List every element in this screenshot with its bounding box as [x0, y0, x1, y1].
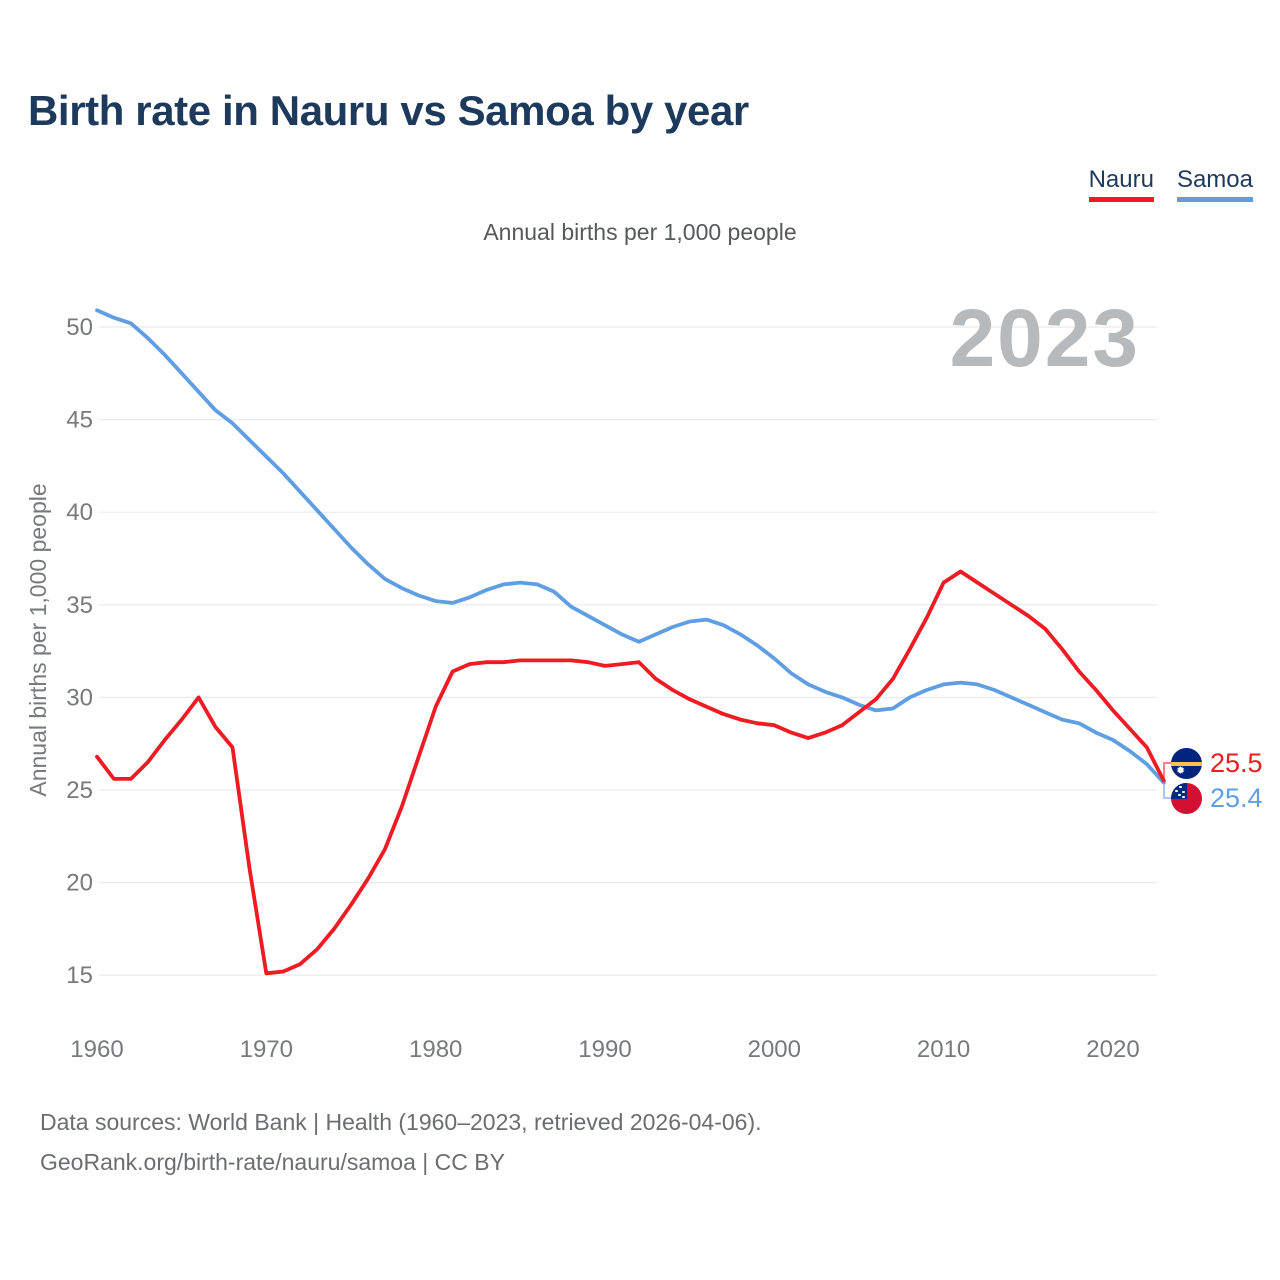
x-tick-1980: 1980: [409, 1036, 462, 1063]
samoa-label-connector: [1161, 781, 1171, 799]
nauru-end-value: 25.5: [1210, 747, 1263, 778]
x-tick-2000: 2000: [748, 1036, 801, 1063]
x-tick-1990: 1990: [578, 1036, 631, 1063]
samoa-line[interactable]: [95, 308, 1166, 785]
samoa-end-label: 25.4: [1171, 782, 1263, 814]
y-tick-25: 25: [66, 777, 93, 804]
legend-color-nauru: [1088, 197, 1154, 203]
legend-color-samoa: [1176, 197, 1253, 203]
legend-label-nauru: Nauru: [1088, 166, 1154, 193]
gridlines: [99, 326, 1157, 976]
footer: Data sources: World Bank | Health (1960–…: [40, 1102, 762, 1182]
nauru-flag-icon: ✹: [1171, 747, 1202, 779]
nauru-flag-stripe: [1171, 761, 1202, 766]
samoa-flag-stars: [1179, 785, 1182, 788]
nauru-end-label: ✹ 25.5: [1171, 747, 1263, 779]
samoa-end-value: 25.4: [1210, 782, 1263, 813]
x-tick-2010: 2010: [917, 1036, 970, 1063]
nauru-line[interactable]: [95, 569, 1166, 976]
y-tick-20: 20: [66, 870, 93, 897]
nauru-flag-star: ✹: [1176, 763, 1186, 777]
chart-subtitle: Annual births per 1,000 people: [483, 219, 797, 245]
y-tick-40: 40: [66, 499, 93, 526]
footer-license-line: GeoRank.org/birth-rate/nauru/samoa | CC …: [40, 1149, 505, 1175]
samoa-flag-canton: [1171, 782, 1187, 799]
y-tick-45: 45: [66, 407, 93, 434]
x-tick-1970: 1970: [240, 1036, 293, 1063]
footer-source-line: Data sources: World Bank | Health (1960–…: [40, 1109, 762, 1135]
y-tick-15: 15: [66, 962, 93, 989]
chart-title: Birth rate in Nauru vs Samoa by year: [28, 87, 749, 134]
series-lines: [95, 308, 1171, 976]
axis-ticks: 15 20 25 30 35 40 45 50 1960 1970 1980 1990 2000 2010…: [66, 314, 1139, 1063]
legend-label-samoa: Samoa: [1176, 166, 1253, 193]
y-tick-50: 50: [66, 314, 93, 341]
samoa-flag-icon: [1171, 782, 1202, 814]
legend-item-nauru[interactable]: Nauru: [1088, 166, 1154, 203]
x-tick-2020: 2020: [1086, 1036, 1139, 1063]
y-tick-30: 30: [66, 684, 93, 711]
year-watermark: 2023: [950, 293, 1140, 384]
y-axis-title: Annual births per 1,000 people: [25, 483, 51, 796]
x-tick-1960: 1960: [70, 1036, 123, 1063]
nauru-label-connector: [1161, 762, 1171, 782]
y-tick-35: 35: [66, 592, 93, 619]
legend: Nauru Samoa: [1088, 166, 1253, 203]
legend-item-samoa[interactable]: Samoa: [1176, 166, 1253, 203]
